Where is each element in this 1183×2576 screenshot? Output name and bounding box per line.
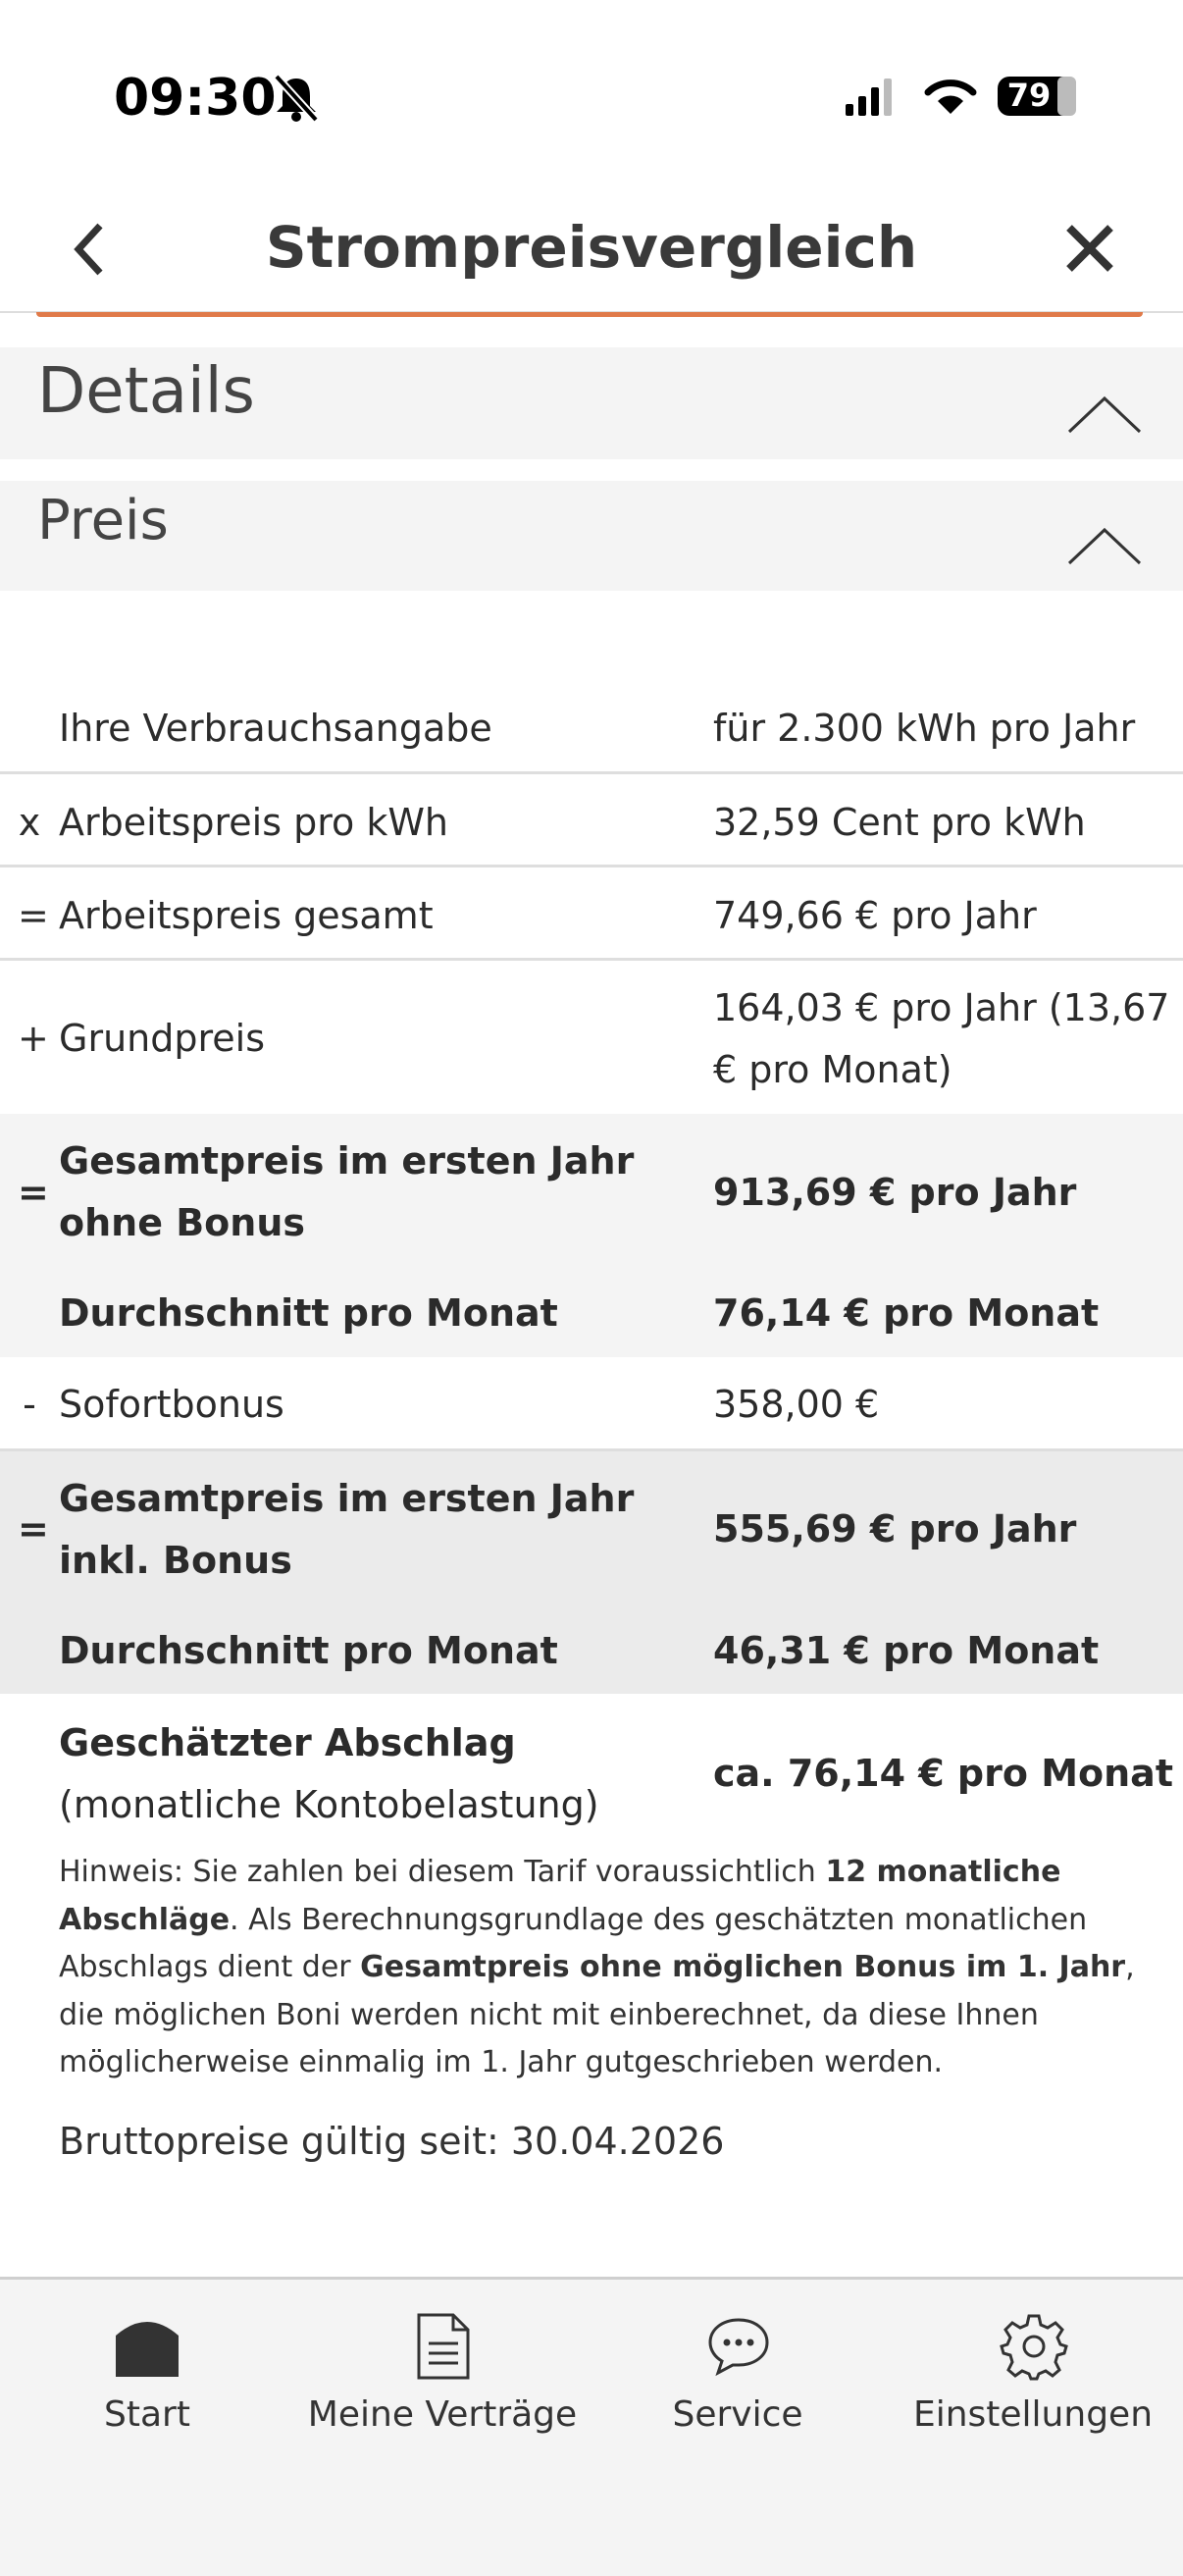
section-title: Details [37, 355, 255, 428]
row-value: 32,59 Cent pro kWh [713, 801, 1086, 844]
row-value: 76,14 € pro Monat [713, 1291, 1100, 1335]
row-label: Durchschnitt pro Monat [59, 1629, 558, 1672]
row-divider [0, 865, 1183, 867]
estimate-label-rest: (monatliche Kontobelastung) [59, 1783, 599, 1826]
row-highlight [0, 1114, 1183, 1357]
row-divider [0, 958, 1183, 961]
hint-text: Hinweis: Sie zahlen bei diesem Tarif vor… [59, 1849, 1183, 2087]
hint-part: Hinweis: Sie zahlen bei diesem Tarif vor… [59, 1855, 826, 1889]
hint-part: , die möglichen Boni werden nicht mit ei… [59, 1950, 1135, 2079]
section-title: Preis [37, 489, 169, 552]
page-title: Strompreisvergleich [265, 214, 918, 281]
estimate-label: Geschätzter Abschlag (monatliche Kontobe… [59, 1712, 706, 1836]
row-label: Gesamtpreis im ersten Jahr ohne Bonus [59, 1139, 635, 1244]
row-operator: = [18, 1171, 49, 1214]
row-value: 749,66 € pro Jahr [713, 894, 1037, 937]
row-value: 555,69 € pro Jahr [713, 1507, 1077, 1551]
battery-level: 79 [1006, 77, 1052, 114]
row-label: Ihre Verbrauchsangabe [59, 707, 492, 750]
accent-line [36, 312, 1143, 317]
row-label: Arbeitspreis pro kWh [59, 801, 448, 844]
row-operator: - [23, 1383, 36, 1426]
row-value: 46,31 € pro Monat [713, 1629, 1100, 1672]
collapse-icon[interactable] [1067, 393, 1142, 436]
status-time: 09:30 [114, 69, 277, 128]
row-label: Grundpreis [59, 1017, 266, 1060]
status-icons [846, 77, 1076, 116]
footer-note: Bruttopreise gültig seit: 30.04.2026 [59, 2120, 725, 2163]
tab-label[interactable]: Service [672, 2394, 803, 2435]
row-label: Durchschnitt pro Monat [59, 1291, 558, 1335]
row-label: Arbeitspreis gesamt [59, 894, 434, 937]
contracts-icon[interactable] [416, 2312, 471, 2381]
back-button[interactable] [71, 222, 110, 277]
row-value: für 2.300 kWh pro Jahr [713, 707, 1136, 750]
row-divider [0, 1448, 1183, 1451]
row-value: 164,03 € pro Jahr (13,67 € pro Monat) [713, 986, 1170, 1091]
row-label: Gesamtpreis im ersten Jahr inkl. Bonus [59, 1477, 635, 1582]
row-operator: = [18, 894, 49, 937]
service-icon[interactable] [706, 2316, 771, 2377]
tab-bar [0, 2277, 1183, 2576]
row-value: 913,69 € pro Jahr [713, 1171, 1077, 1214]
hint-part: . Als Berechnungsgrundlage des geschätzt… [59, 1902, 1088, 1985]
estimate-value: ca. 76,14 € pro Monat [713, 1752, 1173, 1795]
home-icon[interactable] [112, 2314, 182, 2379]
settings-icon[interactable] [1000, 2312, 1068, 2381]
section-preis[interactable] [0, 481, 1183, 591]
collapse-icon[interactable] [1067, 524, 1142, 567]
row-operator: x [18, 801, 41, 844]
tab-label[interactable]: Start [104, 2394, 190, 2435]
row-operator: = [18, 1507, 49, 1551]
row-label: Sofortbonus [59, 1383, 284, 1426]
hint-bold: 12 monatliche Abschläge [59, 1855, 1061, 1937]
tab-label[interactable]: Meine Verträge [307, 2394, 578, 2435]
mute-icon [274, 74, 319, 122]
row-highlight [0, 1450, 1183, 1694]
section-details[interactable] [0, 347, 1183, 459]
hint-bold: Gesamtpreis ohne möglichen Bonus im 1. J… [360, 1950, 1126, 1984]
tab-label[interactable]: Einstellungen [912, 2394, 1154, 2435]
row-operator: + [18, 1017, 49, 1060]
row-value: 358,00 € [713, 1383, 880, 1426]
estimate-label-bold: Geschätzter Abschlag [59, 1721, 516, 1764]
row-divider [0, 771, 1183, 774]
close-button[interactable] [1063, 222, 1116, 275]
